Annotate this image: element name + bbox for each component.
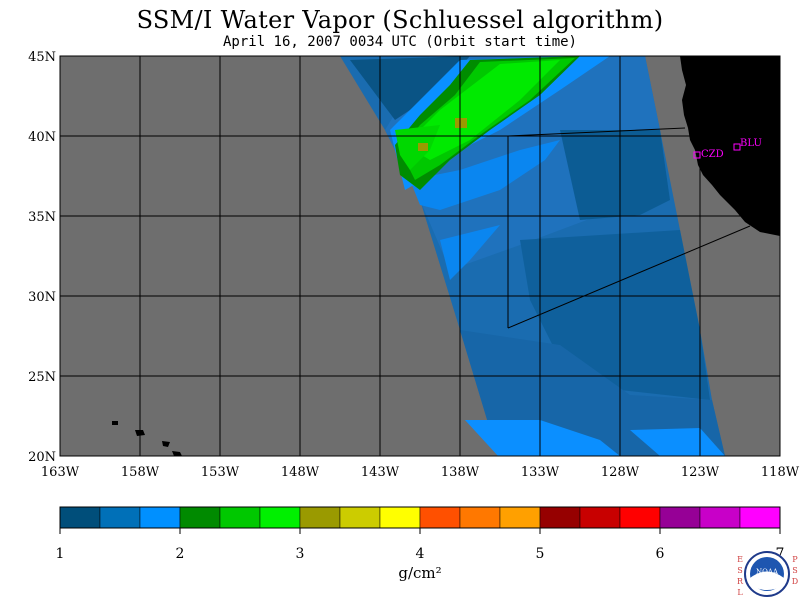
colorbar-swatch (339, 506, 381, 529)
logo-side-letter: S (792, 566, 797, 575)
noaa-logo-text: NOAA (756, 568, 779, 576)
lon-tick-label: 128W (601, 465, 640, 480)
colorbar-tick-label: 4 (416, 546, 425, 562)
colorbar-swatch (659, 506, 701, 529)
colorbar-swatch (219, 506, 261, 529)
map-title: SSM/I Water Vapor (Schluessel algorithm) (136, 6, 664, 34)
lon-tick-label: 163W (41, 465, 80, 480)
colorbar-tick-label: 5 (536, 546, 545, 562)
colorbar-tick-label: 1 (56, 546, 65, 562)
lon-tick-label: 143W (361, 465, 400, 480)
lon-tick-label: 148W (281, 465, 320, 480)
colorbar-swatch (619, 506, 661, 529)
logo-side-letter: S (737, 566, 742, 575)
logo-side-letter: E (737, 555, 743, 564)
station-czd: CZD (693, 149, 724, 160)
colorbar-tick-label: 7 (776, 546, 785, 562)
colorbar-swatch (179, 506, 221, 529)
graticule (60, 56, 780, 456)
land-mass (680, 56, 780, 236)
station-blu: BLU (733, 138, 762, 151)
lat-tick-label: 35N (28, 210, 56, 225)
colorbar-swatch (459, 506, 501, 529)
colorbar-swatch (499, 506, 541, 529)
colorbar-ticks: 1 2 3 4 5 6 7 (56, 528, 785, 562)
lat-tick-label: 40N (28, 130, 56, 145)
map-subtitle: April 16, 2007 0034 UTC (Orbit start tim… (222, 34, 577, 50)
lon-tick-label: 118W (761, 465, 800, 480)
lat-tick-label: 25N (28, 370, 56, 385)
logo-side-letter: P (792, 555, 798, 564)
colorbar-swatch (539, 506, 581, 529)
colorbar-unit: g/cm² (398, 564, 441, 582)
logo-side-letter: D (792, 577, 798, 586)
map-frame (59, 55, 781, 457)
flight-track (507, 127, 751, 329)
colorbar-swatch (379, 506, 421, 529)
logo-side-letter: L (737, 588, 743, 597)
map-panel: CZD BLU (59, 55, 781, 457)
colorbar-swatch (259, 506, 301, 529)
colorbar-tick-label: 6 (656, 546, 665, 562)
lon-tick-label: 133W (521, 465, 560, 480)
lon-tick-label: 138W (441, 465, 480, 480)
station-czd-marker (693, 151, 701, 159)
colorbar-swatch (419, 506, 461, 529)
colorbar-swatch (139, 506, 181, 529)
lat-tick-label: 30N (28, 290, 56, 305)
lon-tick-label: 153W (201, 465, 240, 480)
noaa-logo: NOAA (744, 551, 790, 597)
station-blu-marker (733, 143, 741, 151)
lat-tick-label: 20N (28, 450, 56, 465)
psd-vertical-text: PSD (792, 555, 799, 586)
colorbar-swatch (739, 506, 781, 529)
noaa-logo-wave (750, 571, 784, 590)
colorbar-tick-label: 2 (176, 546, 185, 562)
colorbar (59, 506, 781, 529)
lon-tick-label: 123W (681, 465, 720, 480)
colorbar-tick-label: 3 (296, 546, 305, 562)
colorbar-swatch (299, 506, 341, 529)
colorbar-swatch (579, 506, 621, 529)
station-czd-label: CZD (701, 149, 724, 160)
station-blu-label: BLU (740, 138, 762, 149)
lat-tick-label: 45N (28, 50, 56, 65)
colorbar-swatch (699, 506, 741, 529)
colorbar-swatch (99, 506, 141, 529)
logo-side-letter: R (737, 577, 744, 586)
lon-tick-label: 158W (121, 465, 160, 480)
longitude-labels: 163W 158W 153W 148W 143W 138W 133W 128W 123W 118W (41, 465, 800, 480)
colorbar-swatch (59, 506, 101, 529)
latitude-labels: 45N 40N 35N 30N 25N 20N (28, 50, 56, 465)
